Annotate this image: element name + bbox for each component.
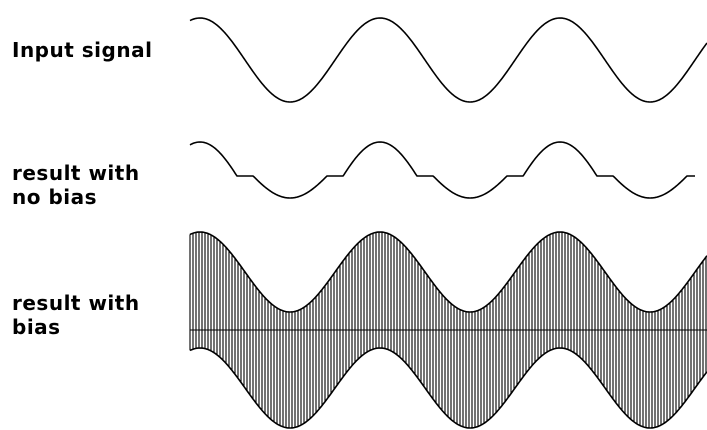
bias-label-line2: bias <box>12 315 61 339</box>
bias-upper-envelope <box>189 231 707 313</box>
input-signal-label: Input signal <box>12 38 152 62</box>
input-signal-waveform <box>189 17 707 103</box>
input-signal-text: Input signal <box>12 38 153 62</box>
bias-label-line1: result with <box>12 291 140 315</box>
bias-carrier-hatching <box>189 232 707 428</box>
bias-label: result with bias <box>12 291 140 339</box>
no-bias-label-line2: no bias <box>12 185 98 209</box>
no-bias-waveform <box>189 141 695 199</box>
bias-waveform <box>189 231 707 429</box>
no-bias-label: result with no bias <box>12 161 140 209</box>
no-bias-label-line1: result with <box>12 161 140 185</box>
bias-lower-envelope <box>189 347 707 429</box>
